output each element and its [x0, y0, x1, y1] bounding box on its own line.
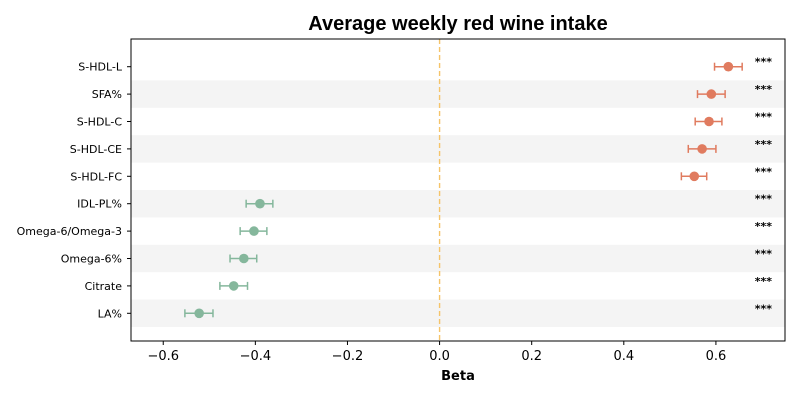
y-axis-ticks: S-HDL-L SFA% S-HDL-C S-HDL-CE S-HDL-FC IDL-PL…	[17, 61, 131, 320]
y-tick-label: S-HDL-FC	[70, 170, 122, 183]
row-bands	[131, 80, 785, 327]
y-tick-label: Omega-6/Omega-3	[17, 225, 122, 238]
y-tick-label: SFA%	[92, 88, 122, 101]
y-tick-label: IDL-PL%	[77, 198, 122, 211]
chart-title: Average weekly red wine intake	[308, 13, 607, 35]
significance-label: ***	[755, 275, 773, 288]
row-band	[131, 299, 785, 327]
y-tick-label: S-HDL-C	[77, 116, 123, 129]
point-estimate	[706, 89, 717, 99]
point-estimate	[239, 253, 249, 264]
row-band	[131, 190, 785, 218]
y-tick-label: S-HDL-L	[78, 61, 123, 74]
point-estimate	[255, 198, 265, 209]
significance-label: ***	[755, 193, 773, 206]
x-tick-label: −0.4	[240, 349, 272, 364]
x-tick-label: 0.6	[706, 349, 727, 364]
point-estimate	[723, 61, 734, 72]
row-band	[131, 135, 785, 163]
significance-label: ***	[755, 83, 773, 96]
point-estimate	[249, 226, 259, 236]
point-estimate	[689, 171, 700, 182]
y-tick-label: Omega-6%	[61, 253, 122, 266]
x-tick-label: 0.2	[521, 349, 542, 364]
significance-label: ***	[755, 138, 773, 151]
point-estimate	[697, 144, 707, 154]
x-tick-label: 0.4	[613, 349, 634, 364]
x-tick-label: −0.2	[332, 349, 364, 364]
y-tick-label: S-HDL-CE	[70, 143, 122, 156]
plot-frame	[130, 38, 786, 342]
point-estimate	[228, 281, 239, 291]
significance-label: ***	[755, 302, 773, 315]
significance-label: ***	[755, 220, 773, 233]
significance-label: ***	[755, 56, 773, 69]
x-axis-label: Beta	[441, 369, 475, 384]
y-tick-label: Citrate	[85, 280, 123, 293]
point-estimate	[704, 116, 714, 127]
significance-label: ***	[755, 111, 773, 124]
x-tick-label: 0.0	[429, 349, 450, 364]
x-tick-label: −0.6	[147, 349, 179, 364]
row-band	[131, 244, 785, 273]
point-estimate	[194, 308, 204, 319]
data-marks: *** *** *** *** *** *** *** *** *** ***	[184, 56, 773, 319]
y-tick-label: LA%	[98, 307, 122, 320]
significance-label: ***	[755, 248, 773, 261]
row-band	[131, 80, 785, 108]
x-axis-ticks: −0.6 −0.4 −0.2 0.0 0.2 0.4 0.6	[147, 341, 726, 364]
significance-label: ***	[755, 165, 773, 178]
